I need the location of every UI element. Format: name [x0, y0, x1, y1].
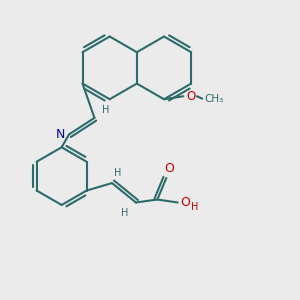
Text: O: O: [186, 90, 196, 103]
Text: N: N: [56, 128, 65, 141]
Text: CH₃: CH₃: [204, 94, 224, 103]
Text: O: O: [164, 162, 174, 175]
Text: O: O: [181, 196, 190, 209]
Text: H: H: [114, 168, 122, 178]
Text: H: H: [191, 202, 199, 212]
Text: H: H: [121, 208, 128, 218]
Text: H: H: [102, 105, 109, 115]
